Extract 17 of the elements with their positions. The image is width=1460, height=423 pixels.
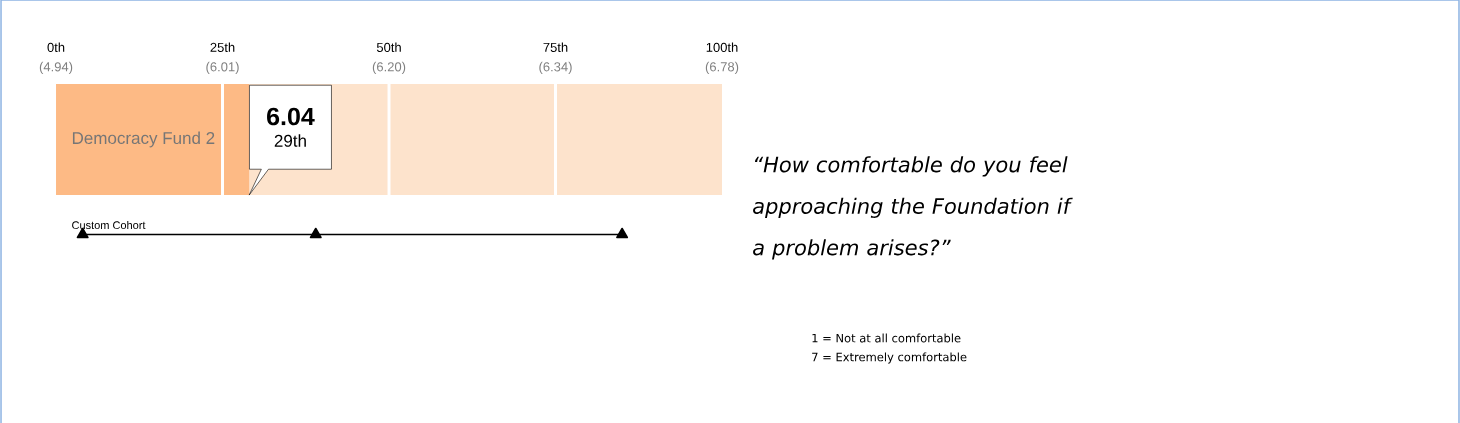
x-tick-label: 25th (210, 42, 235, 52)
annotation: (4.94) (39, 61, 73, 74)
annotation: (6.34) (539, 61, 572, 74)
text: 7 = Extremely comfortable (812, 352, 967, 364)
annotation: (6.78) (705, 61, 739, 74)
annotation: 6.04 (267, 107, 315, 126)
x-tick-label: 75th (543, 42, 568, 52)
x-tick-label: 100th (706, 42, 738, 52)
y-tick-label: Democracy Fund 2 (72, 131, 215, 148)
annotation: 29th (274, 134, 306, 147)
annotation: (6.01) (206, 61, 239, 74)
x-tick-label: 50th (376, 42, 401, 52)
text: “How comfortable do you feel approaching the Foundation if a problem arises?” (753, 156, 1073, 260)
x-tick-label: 0th (47, 42, 65, 52)
text: 1 = Not at all comfortable (812, 333, 961, 343)
annotation: (6.20) (372, 61, 406, 74)
y-tick-label: Custom Cohort (72, 221, 146, 230)
